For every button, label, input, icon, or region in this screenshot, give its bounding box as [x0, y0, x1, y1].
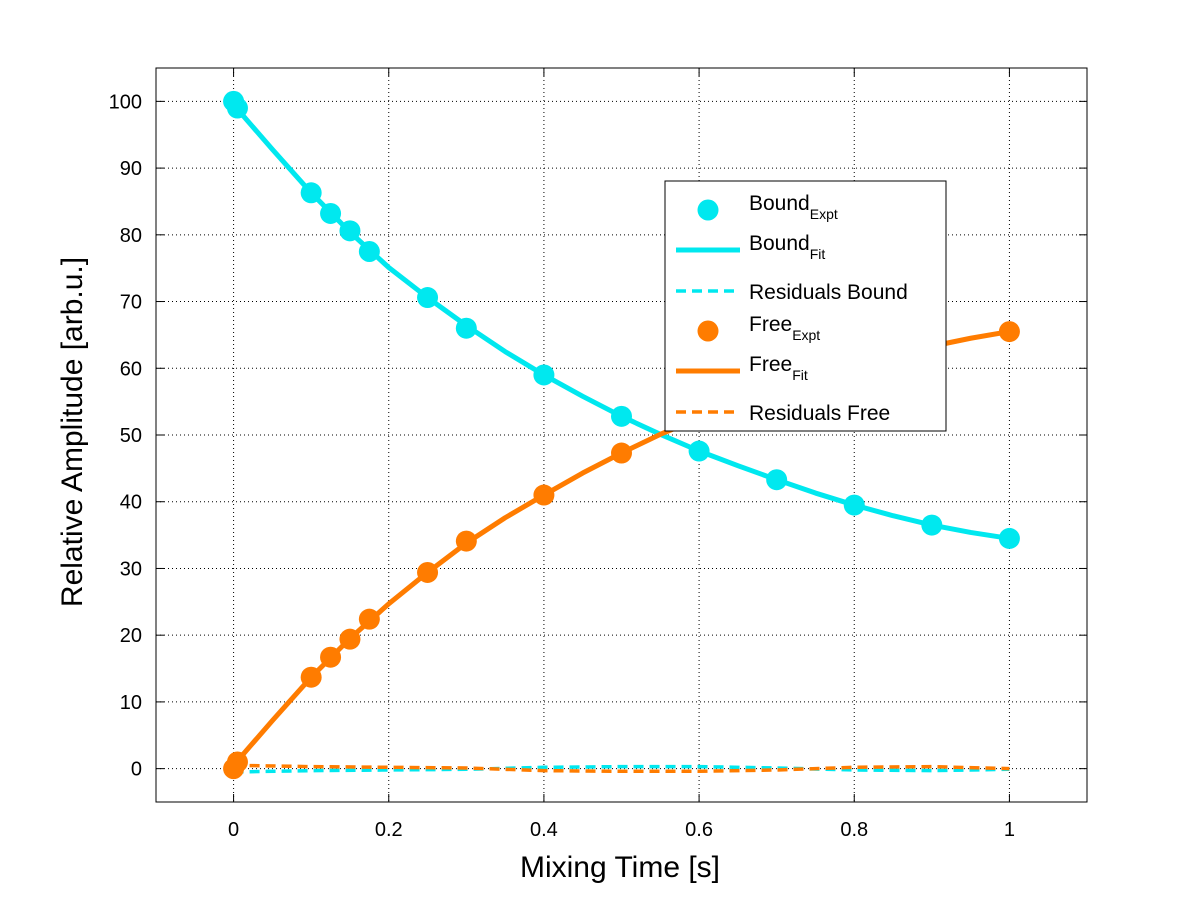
bound-expt-point [688, 440, 710, 462]
legend-label-main: Residuals Bound [749, 281, 908, 304]
free-expt-point [339, 628, 361, 650]
legend-label: Residuals Free [749, 402, 890, 425]
free-expt-point [998, 321, 1020, 343]
y-tick-label: 20 [120, 625, 142, 647]
axis-ticks [156, 68, 1087, 802]
bound-expt-point [455, 317, 477, 339]
x-axis-title: Mixing Time [s] [520, 851, 720, 884]
bound-expt-point [339, 220, 361, 242]
bound-expt-point [417, 287, 439, 309]
legend-label-main: Free [749, 313, 792, 336]
free-expt-point [226, 751, 248, 773]
legend-label-subscript: Fit [810, 246, 826, 262]
bound-expt-point [533, 364, 555, 386]
x-tick-label: 1 [1004, 819, 1015, 841]
y-tick-label: 50 [120, 425, 142, 447]
y-tick-label: 100 [109, 91, 142, 113]
legend-label: FreeFit [749, 353, 808, 383]
x-tick-label: 0.2 [375, 819, 403, 841]
free-expt-point [455, 530, 477, 552]
legend-box [664, 180, 947, 432]
free-expt-point [358, 608, 380, 630]
x-tick-label: 0.8 [840, 819, 868, 841]
legend-label-subscript: Expt [810, 206, 838, 222]
bound-expt-point [611, 405, 632, 427]
free-expt-point [533, 484, 555, 506]
y-tick-label: 30 [120, 558, 142, 580]
y-tick-label: 10 [120, 692, 142, 714]
bound-expt-point [843, 494, 865, 516]
y-tick-label: 90 [120, 158, 142, 180]
bound-expt-point [766, 469, 788, 491]
y-tick-label: 80 [120, 225, 142, 247]
legend-label-main: Residuals Free [749, 402, 890, 425]
legend-label: BoundExpt [749, 192, 838, 222]
free-expt-point [300, 666, 322, 688]
bound-expt-point [320, 202, 342, 224]
x-tick-label: 0.6 [685, 819, 713, 841]
y-axis-title: Relative Amplitude [arb.u.] [56, 257, 89, 607]
legend-label-main: Bound [749, 192, 810, 215]
free-expt-point [417, 561, 439, 583]
bound-expt-point [358, 241, 380, 262]
residuals-free-line [233, 763, 1010, 774]
free-expt-point [611, 442, 632, 464]
legend-label-main: Bound [749, 232, 810, 255]
legend-marker [697, 320, 719, 342]
y-tick-label: 0 [131, 759, 142, 781]
x-tick-label: 0 [228, 819, 239, 841]
legend-label-subscript: Expt [792, 327, 820, 343]
free-expt-point [320, 646, 342, 668]
legend-label-subscript: Fit [792, 367, 808, 383]
bound-expt-point [998, 527, 1020, 549]
bound-expt-point [300, 182, 322, 204]
legend-label-main: Free [749, 353, 792, 376]
legend-label: Residuals Bound [749, 281, 908, 304]
bound-expt-point [226, 97, 248, 119]
residuals-bound-line [233, 764, 1010, 774]
plot-series [223, 90, 1020, 780]
bound-expt-point [921, 514, 943, 536]
y-tick-label: 60 [120, 358, 142, 380]
legend-label: FreeExpt [749, 313, 820, 343]
y-tick-label: 40 [120, 492, 142, 514]
y-tick-label: 70 [120, 292, 142, 314]
legend-label: BoundFit [749, 232, 825, 262]
x-tick-label: 0.4 [530, 819, 558, 841]
legend-marker [697, 199, 719, 221]
